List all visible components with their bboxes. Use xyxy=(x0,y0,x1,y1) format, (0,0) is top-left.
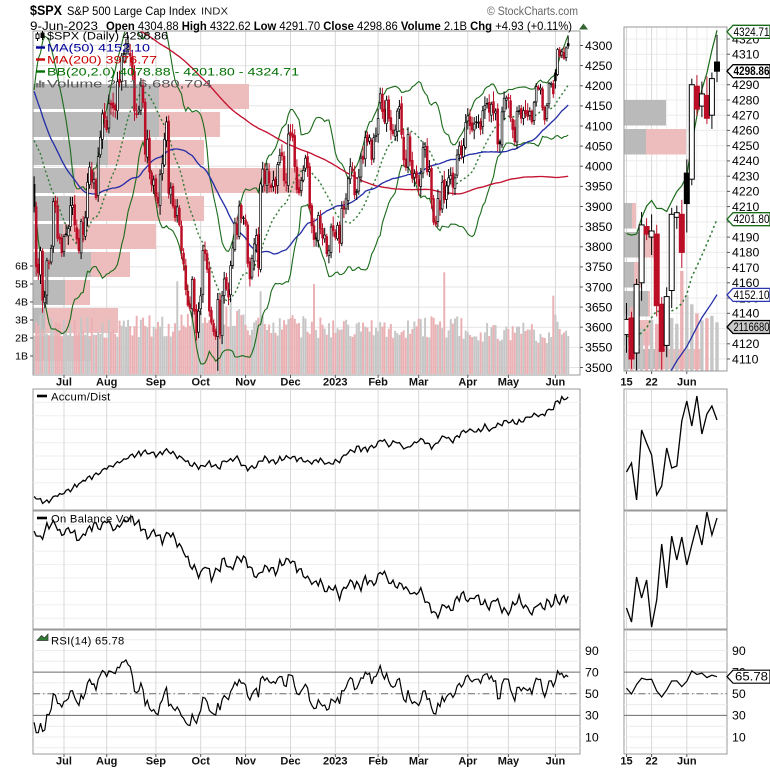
svg-text:Sep: Sep xyxy=(146,756,166,768)
svg-text:6B: 6B xyxy=(15,261,28,273)
svg-text:Jun: Jun xyxy=(546,756,566,768)
svg-text:4150: 4150 xyxy=(585,99,613,113)
svg-text:4000: 4000 xyxy=(585,160,613,174)
svg-text:$SPX: $SPX xyxy=(30,3,62,18)
svg-text:3850: 3850 xyxy=(585,220,613,234)
svg-text:3550: 3550 xyxy=(585,341,613,355)
svg-text:4180: 4180 xyxy=(732,246,760,260)
svg-text:MA(50) 4152.10: MA(50) 4152.10 xyxy=(47,43,150,55)
svg-text:4050: 4050 xyxy=(585,139,613,153)
svg-text:Jun: Jun xyxy=(546,377,566,389)
svg-text:Nov: Nov xyxy=(235,756,257,768)
svg-text:4298.86: 4298.86 xyxy=(734,65,770,78)
svg-text:$SPX (Daily) 4298.86: $SPX (Daily) 4298.86 xyxy=(47,31,168,43)
svg-text:Mar: Mar xyxy=(409,377,429,389)
svg-text:Aug: Aug xyxy=(96,756,117,768)
svg-text:5B: 5B xyxy=(15,279,28,291)
svg-text:© StockCharts.com: © StockCharts.com xyxy=(487,6,578,18)
svg-text:9-Jun-2023: 9-Jun-2023 xyxy=(30,19,98,33)
svg-text:3B: 3B xyxy=(15,315,28,327)
svg-text:Jun: Jun xyxy=(677,377,697,389)
svg-text:90: 90 xyxy=(732,644,746,658)
svg-text:2023: 2023 xyxy=(323,756,347,768)
svg-text:4110: 4110 xyxy=(732,352,759,366)
svg-text:Dec: Dec xyxy=(280,377,300,389)
svg-text:3800: 3800 xyxy=(585,240,613,254)
svg-text:Dec: Dec xyxy=(280,756,300,768)
svg-text:INDX: INDX xyxy=(201,7,228,18)
svg-text:2B: 2B xyxy=(15,333,28,345)
svg-text:May: May xyxy=(498,756,520,768)
svg-text:4290: 4290 xyxy=(732,78,760,92)
svg-text:4190: 4190 xyxy=(732,230,760,244)
svg-text:S&P 500 Large Cap Index: S&P 500 Large Cap Index xyxy=(67,6,196,18)
svg-text:Feb: Feb xyxy=(368,377,388,389)
svg-text:2116680: 2116680 xyxy=(734,321,770,334)
svg-text:22: 22 xyxy=(645,377,657,389)
svg-text:65.78: 65.78 xyxy=(735,671,768,684)
svg-text:30: 30 xyxy=(732,709,746,723)
svg-text:4310: 4310 xyxy=(732,48,760,62)
svg-text:Jul: Jul xyxy=(56,377,72,389)
svg-text:2023: 2023 xyxy=(323,377,347,389)
svg-text:BB(20,2.0) 4078.88 - 4201.80 -: BB(20,2.0) 4078.88 - 4201.80 - 4324.71 xyxy=(47,67,299,79)
svg-text:3650: 3650 xyxy=(585,300,613,314)
svg-text:4260: 4260 xyxy=(732,124,760,138)
svg-text:Nov: Nov xyxy=(235,377,257,389)
svg-text:4250: 4250 xyxy=(732,139,760,153)
svg-text:4300: 4300 xyxy=(585,39,613,53)
svg-text:Sep: Sep xyxy=(146,377,166,389)
svg-text:15: 15 xyxy=(620,377,632,389)
svg-text:May: May xyxy=(498,377,520,389)
svg-text:4250: 4250 xyxy=(585,59,613,73)
svg-text:Open 4304.88 High 4322.62 Low: Open 4304.88 High 4322.62 Low 4291.70 Cl… xyxy=(106,19,572,33)
svg-text:4120: 4120 xyxy=(732,337,760,351)
svg-text:On Balance Vol: On Balance Vol xyxy=(51,514,132,526)
svg-text:4210: 4210 xyxy=(732,200,760,214)
svg-text:MA(200) 3976.77: MA(200) 3976.77 xyxy=(47,55,157,67)
svg-text:Volume 2,116,680,704: Volume 2,116,680,704 xyxy=(47,79,212,91)
svg-text:4100: 4100 xyxy=(585,119,613,133)
svg-text:4201.80: 4201.80 xyxy=(734,213,770,226)
svg-text:Oct: Oct xyxy=(192,377,211,389)
svg-text:1B: 1B xyxy=(15,351,28,363)
svg-text:30: 30 xyxy=(585,709,599,723)
svg-text:3750: 3750 xyxy=(585,260,613,274)
svg-text:50: 50 xyxy=(732,687,746,701)
svg-text:90: 90 xyxy=(585,644,599,658)
svg-text:3600: 3600 xyxy=(585,321,613,335)
svg-text:Oct: Oct xyxy=(192,756,211,768)
svg-text:4160: 4160 xyxy=(732,276,760,290)
svg-text:Feb: Feb xyxy=(368,756,388,768)
svg-text:4B: 4B xyxy=(15,297,28,309)
svg-text:4240: 4240 xyxy=(732,154,760,168)
svg-text:4220: 4220 xyxy=(732,185,760,199)
svg-text:4280: 4280 xyxy=(732,93,760,107)
svg-text:Apr: Apr xyxy=(458,377,478,389)
svg-text:Jul: Jul xyxy=(56,756,72,768)
svg-text:Apr: Apr xyxy=(458,756,478,768)
svg-text:15: 15 xyxy=(620,756,632,768)
svg-text:50: 50 xyxy=(585,687,599,701)
svg-text:Mar: Mar xyxy=(409,756,429,768)
svg-text:3500: 3500 xyxy=(585,361,613,375)
svg-text:4200: 4200 xyxy=(585,79,613,93)
svg-text:4140: 4140 xyxy=(732,307,760,321)
svg-text:4230: 4230 xyxy=(732,170,760,184)
svg-text:Accum/Dist: Accum/Dist xyxy=(51,392,111,404)
svg-text:3900: 3900 xyxy=(585,200,613,214)
svg-text:70: 70 xyxy=(585,665,599,679)
svg-text:3950: 3950 xyxy=(585,180,613,194)
svg-text:4170: 4170 xyxy=(732,261,760,275)
svg-text:22: 22 xyxy=(645,756,657,768)
svg-text:4270: 4270 xyxy=(732,109,760,123)
svg-text:3700: 3700 xyxy=(585,280,613,294)
svg-text:RSI(14) 65.78: RSI(14) 65.78 xyxy=(51,636,125,648)
svg-text:Jun: Jun xyxy=(677,756,697,768)
svg-text:10: 10 xyxy=(585,730,599,744)
svg-text:4324.71: 4324.71 xyxy=(734,26,770,39)
svg-text:10: 10 xyxy=(732,730,746,744)
svg-text:4152.10: 4152.10 xyxy=(734,289,770,302)
svg-text:Aug: Aug xyxy=(96,377,117,389)
